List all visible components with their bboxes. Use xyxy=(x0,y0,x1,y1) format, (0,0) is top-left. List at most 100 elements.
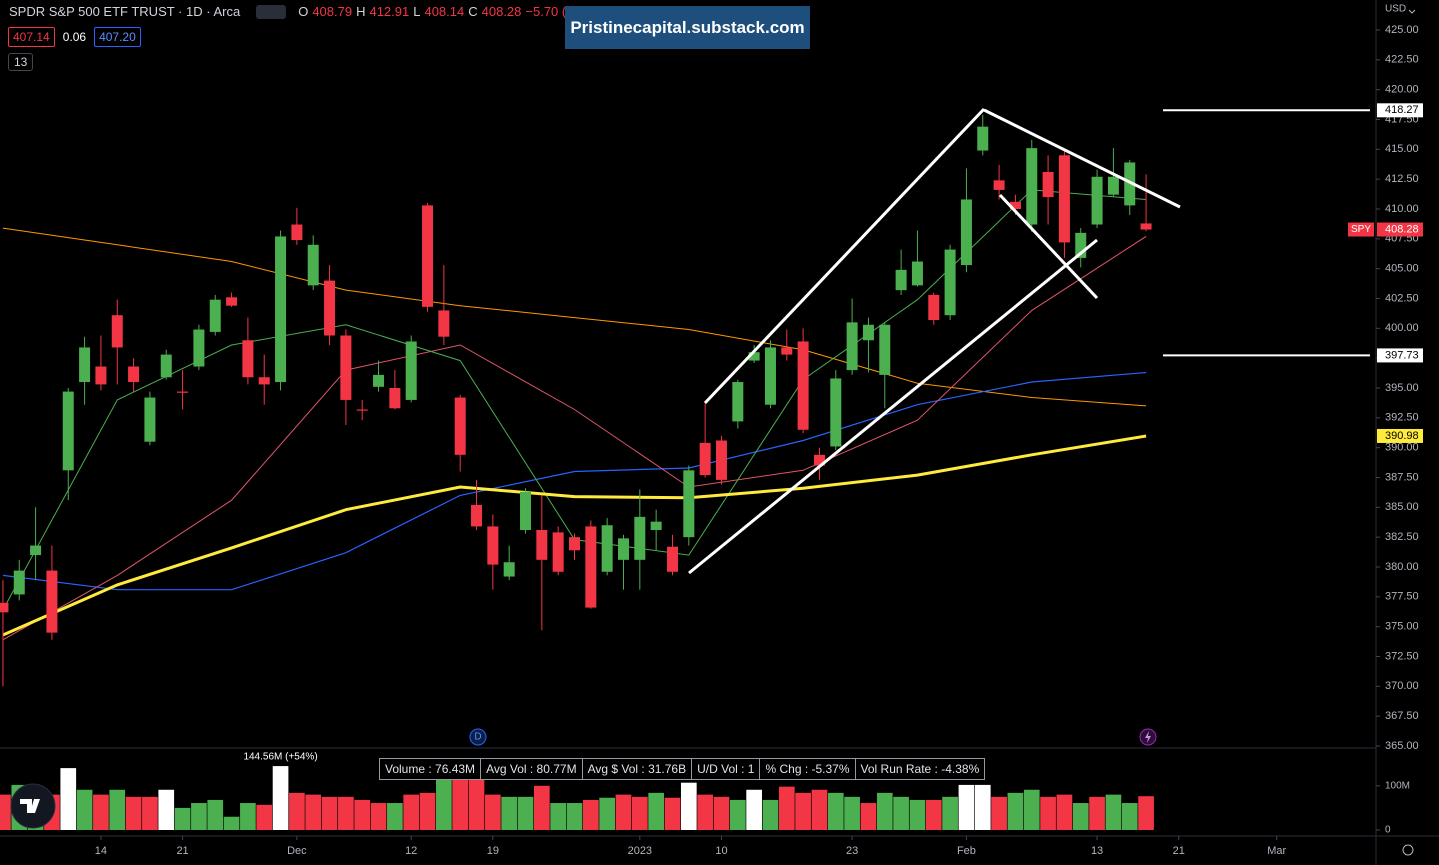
volume-bar xyxy=(1040,796,1056,830)
candle-body xyxy=(764,347,776,405)
legend-header: SPDR S&P 500 ETF TRUST · 1D · Arca O 408.… xyxy=(9,4,615,19)
volume-stats: Volume : 76.43M Avg Vol : 80.77M Avg $ Vol… xyxy=(379,758,986,780)
candle-body xyxy=(1058,155,1070,243)
currency-caret[interactable] xyxy=(1408,9,1416,14)
volume-bar xyxy=(844,796,860,830)
y-tick-label: 372.50 xyxy=(1385,650,1419,662)
x-tick-label: 23 xyxy=(846,845,858,857)
volume-bar xyxy=(876,792,893,830)
volume-bar xyxy=(240,803,256,830)
volume-tick-label: 0 xyxy=(1385,825,1391,836)
high-label: H xyxy=(356,4,366,19)
candle-body xyxy=(683,470,695,538)
volume-bar xyxy=(599,797,616,830)
y-tick-label: 425.00 xyxy=(1385,24,1419,36)
chip[interactable] xyxy=(256,4,287,19)
volume-bar xyxy=(1089,796,1105,830)
open-label: O xyxy=(298,4,309,19)
volume-bar xyxy=(1056,794,1073,830)
candle-body xyxy=(830,378,842,447)
volume-bar xyxy=(289,792,305,830)
y-tick-label: 387.50 xyxy=(1385,471,1419,483)
candle-body xyxy=(307,244,319,286)
volume-stat: % Chg : -5.37% xyxy=(759,758,856,780)
settings-icon[interactable] xyxy=(1402,844,1414,856)
level-label-box xyxy=(1377,348,1423,363)
volume-stat: Volume : 76.43M xyxy=(379,758,482,780)
y-tick-label: 395.00 xyxy=(1385,382,1419,394)
volume-bar xyxy=(615,794,632,830)
candle-body xyxy=(552,532,564,572)
quote-row: 407.14 0.06 407.20 xyxy=(8,27,141,47)
volume-bar xyxy=(811,789,828,830)
candle-body xyxy=(617,538,629,560)
x-tick-label: Feb xyxy=(957,845,976,857)
candle-body xyxy=(79,347,91,383)
indicators-count: 13 xyxy=(14,55,28,69)
candle-body xyxy=(846,322,858,371)
y-tick-label: 380.00 xyxy=(1385,561,1419,573)
candle-body xyxy=(1107,176,1119,195)
candle-body xyxy=(585,526,597,608)
volume-bar xyxy=(566,803,583,830)
y-tick-label: 410.00 xyxy=(1385,203,1419,215)
volume-bar xyxy=(795,792,811,830)
bid[interactable]: 407.14 xyxy=(8,27,55,47)
volume-stat: Avg Vol : 80.77M xyxy=(480,758,583,780)
dividend-badge[interactable] xyxy=(469,728,487,746)
x-tick-label: 13 xyxy=(1091,845,1103,857)
candle-body xyxy=(1042,172,1054,198)
candle-body xyxy=(960,199,972,266)
candle-body xyxy=(634,516,646,560)
y-tick-label: 367.50 xyxy=(1385,710,1419,722)
volume-bar xyxy=(827,792,844,830)
candle-body xyxy=(1140,223,1152,230)
x-tick-label: 19 xyxy=(487,845,499,857)
y-tick-label: 422.50 xyxy=(1385,54,1419,66)
volume-bar xyxy=(223,816,240,830)
candle-body xyxy=(111,315,123,348)
volume-bar xyxy=(76,789,93,830)
volume-bar xyxy=(893,796,909,830)
volume-bar xyxy=(419,792,436,830)
volume-bar xyxy=(860,803,877,830)
x-tick-label: 12 xyxy=(405,845,417,857)
indicators-toggle[interactable]: 13 xyxy=(8,53,34,71)
volume-bar xyxy=(550,803,567,830)
level-label: 418.27 xyxy=(1385,104,1419,116)
candle-body xyxy=(373,374,385,387)
candle-body xyxy=(258,377,270,385)
volume-bar xyxy=(468,776,485,830)
moving-average xyxy=(2,434,1147,637)
volume-bar xyxy=(0,794,11,830)
volume-bar xyxy=(142,796,158,830)
candle-body xyxy=(944,249,956,316)
candle-body xyxy=(62,391,74,471)
candle-body xyxy=(291,224,303,241)
candle-body xyxy=(1075,232,1087,258)
candle-body xyxy=(993,180,1005,190)
volume-bar xyxy=(909,799,926,830)
candle-body xyxy=(160,354,172,378)
candle-body xyxy=(193,329,205,367)
low-label: L xyxy=(413,4,421,19)
candle-body xyxy=(1009,201,1021,209)
candle-body xyxy=(46,570,58,633)
logo-mark xyxy=(20,799,40,813)
volume-bar xyxy=(746,789,762,830)
ask[interactable]: 407.20 xyxy=(94,27,141,47)
volume-bar xyxy=(191,803,207,830)
candle-body xyxy=(242,340,254,378)
y-tick-label: 415.00 xyxy=(1385,143,1419,155)
watermark: Pristinecapital.substack.com xyxy=(565,6,810,49)
volume-bar xyxy=(1121,803,1138,830)
y-tick-label: 370.00 xyxy=(1385,680,1419,692)
volume-bar xyxy=(1072,803,1089,830)
candle-body xyxy=(275,236,287,383)
x-tick-label: 21 xyxy=(176,845,188,857)
candle-body xyxy=(503,562,515,577)
volume-bar xyxy=(517,796,534,830)
spread: 0.06 xyxy=(62,30,87,44)
ma-label: 390.98 xyxy=(1385,430,1419,442)
